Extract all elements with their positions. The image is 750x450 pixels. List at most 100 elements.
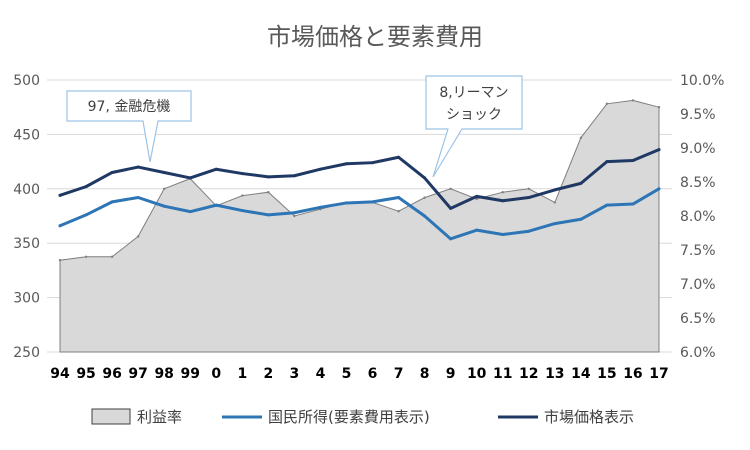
line-point <box>631 159 635 163</box>
line-point <box>475 194 479 198</box>
line-point <box>501 232 505 236</box>
line-point <box>58 224 62 228</box>
legend-label-market-price: 市場価格表示 <box>544 408 634 426</box>
line-point <box>240 172 244 176</box>
series-line-national-income <box>58 187 661 241</box>
line-point <box>266 213 270 217</box>
line-point <box>657 148 661 152</box>
y-right-tick-label: 9.5% <box>680 107 716 123</box>
x-tick-label: 9 <box>446 366 456 382</box>
x-tick-label: 2 <box>263 366 273 382</box>
area-point <box>631 99 635 102</box>
line-point <box>214 203 218 207</box>
line-point <box>318 167 322 171</box>
area-point <box>449 187 452 190</box>
x-tick-label: 8 <box>420 366 430 382</box>
line-point <box>292 174 296 178</box>
y-left-tick-label: 250 <box>13 345 40 361</box>
line-point <box>318 205 322 209</box>
x-tick-label: 0 <box>211 366 221 382</box>
y-right-tick-label: 6.5% <box>680 311 716 327</box>
line-point <box>631 202 635 206</box>
line-point <box>136 196 140 200</box>
area-point <box>553 201 557 204</box>
x-tick-label: 16 <box>623 366 642 382</box>
line-point <box>605 160 609 164</box>
line-point <box>188 210 192 214</box>
annotation-financial-crisis: 97, 金融危機 <box>66 90 192 163</box>
area-point <box>110 255 114 258</box>
line-point <box>423 176 427 180</box>
y-right-tick-label: 10.0% <box>680 73 724 89</box>
area-point <box>527 187 530 190</box>
x-tick-label: 12 <box>519 366 538 382</box>
y-right-tick-label: 6.0% <box>680 345 716 361</box>
line-point <box>240 209 244 213</box>
x-tick-label: 10 <box>467 366 487 382</box>
line-point <box>110 170 114 174</box>
x-tick-label: 6 <box>368 366 378 382</box>
x-tick-label: 7 <box>394 366 404 382</box>
area-point <box>605 102 609 106</box>
line-point <box>553 222 557 226</box>
line-point <box>344 201 348 205</box>
x-tick-label: 1 <box>237 366 247 382</box>
line-point <box>657 187 661 191</box>
line-point <box>214 167 218 171</box>
line-point <box>84 213 88 217</box>
line-point <box>527 196 531 200</box>
x-tick-label: 17 <box>649 366 668 382</box>
x-tick-label: 97 <box>128 366 147 382</box>
line-point <box>84 185 88 189</box>
line-point <box>136 165 140 169</box>
annotation-lehman-line1: 8,リーマン <box>439 85 508 101</box>
x-tick-label: 95 <box>76 366 95 382</box>
line-point <box>553 188 557 192</box>
y-right-axis: 6.0% 6.5% 7.0% 7.5% 8.0% 8.5% 9.0% 9.5% 10.0% <box>680 73 724 361</box>
area-point <box>136 235 140 238</box>
line-point <box>58 193 62 197</box>
y-right-tick-label: 9.0% <box>680 141 716 157</box>
area-point <box>84 255 88 258</box>
y-left-tick-label: 350 <box>13 236 40 252</box>
legend-swatch-profit-rate <box>91 408 131 425</box>
x-tick-label: 13 <box>545 366 564 382</box>
area-point <box>241 194 244 197</box>
area-point <box>475 197 478 201</box>
y-left-tick-label: 300 <box>13 291 40 307</box>
y-right-tick-label: 8.0% <box>680 209 716 225</box>
chart-title: 市場価格と要素費用 <box>267 23 483 51</box>
x-tick-label: 94 <box>50 366 70 382</box>
x-tick-label: 99 <box>180 366 199 382</box>
annotation-lehman-line2: ショック <box>446 107 502 123</box>
annotation-lehman-shock: 8,リーマン ショック <box>425 75 523 178</box>
x-tick-label: 4 <box>316 366 326 382</box>
area-point <box>162 187 166 190</box>
x-axis: 94 95 96 97 98 99 0 1 2 3 4 5 6 7 8 9 10 11 12 13 14 15 16 17 <box>50 366 668 382</box>
line-point <box>371 161 375 165</box>
annotation-lehman-shock-box <box>425 75 523 178</box>
area-point <box>501 191 504 194</box>
line-point <box>527 229 531 233</box>
line-point <box>475 228 479 232</box>
area-point <box>293 214 296 218</box>
x-tick-label: 3 <box>290 366 300 382</box>
area-point <box>267 191 270 194</box>
y-right-tick-label: 7.5% <box>680 243 716 259</box>
line-point <box>162 170 166 174</box>
x-tick-label: 15 <box>597 366 616 382</box>
annotation-financial-crisis-box <box>66 90 192 163</box>
line-point <box>605 203 609 207</box>
line-point <box>266 175 270 179</box>
x-tick-label: 5 <box>342 366 352 382</box>
area-point <box>397 210 400 213</box>
area-point <box>657 106 661 109</box>
legend-label-national-income: 国民所得(要素費用表示) <box>268 408 430 426</box>
line-point <box>344 162 348 166</box>
y-left-tick-label: 400 <box>13 182 40 198</box>
line-point <box>397 155 401 159</box>
line-point <box>110 200 114 204</box>
area-point <box>423 196 426 199</box>
area-point <box>579 136 583 139</box>
